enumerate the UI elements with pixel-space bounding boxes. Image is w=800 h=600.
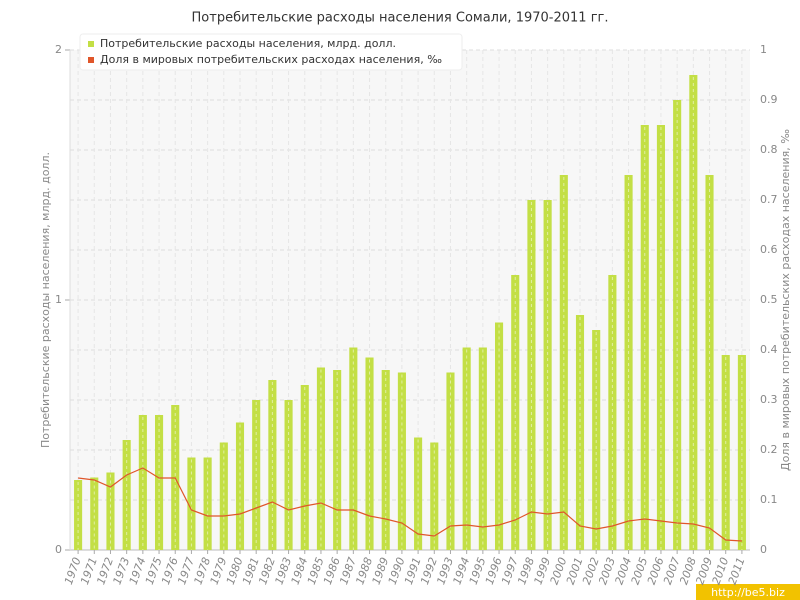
bar (316, 367, 325, 550)
y-tick-label: 1 (55, 293, 62, 306)
y-axis-title: Потребительские расходы населения, млрд.… (39, 152, 52, 448)
legend-swatch (88, 41, 94, 47)
y-tick-label: 2 (55, 43, 62, 56)
y2-tick-label: 0.5 (760, 293, 778, 306)
bar (527, 200, 536, 550)
legend-box (79, 33, 463, 71)
bar (122, 440, 131, 550)
legend-label: Доля в мировых потребительских расходах … (100, 53, 442, 66)
bar (543, 200, 552, 550)
bar (737, 355, 746, 550)
y2-tick-label: 0.8 (760, 143, 778, 156)
bar (430, 442, 439, 550)
bar (381, 370, 390, 550)
bar (333, 370, 342, 550)
bar (624, 175, 633, 550)
bar (721, 355, 730, 550)
bar (705, 175, 714, 550)
y2-tick-label: 0.6 (760, 243, 778, 256)
bar (155, 415, 164, 550)
y2-tick-label: 0.2 (760, 443, 778, 456)
watermark-bg (696, 584, 800, 600)
bar (90, 477, 99, 550)
y2-tick-label: 0.3 (760, 393, 778, 406)
y2-tick-label: 0.4 (760, 343, 778, 356)
legend-label: Потребительские расходы населения, млрд.… (100, 37, 396, 50)
bar (138, 415, 147, 550)
y-tick-label: 0 (55, 543, 62, 556)
y2-tick-label: 1 (760, 43, 767, 56)
bar (511, 275, 520, 550)
chart-title: Потребительские расходы населения Сомали… (192, 11, 609, 26)
watermark: http://be5.biz (711, 586, 785, 599)
bar (478, 347, 487, 550)
y2-tick-label: 0.7 (760, 193, 778, 206)
bar (365, 357, 374, 550)
bar (608, 275, 617, 550)
bar (495, 322, 504, 550)
y2-tick-label: 0.9 (760, 93, 778, 106)
bar (349, 347, 358, 550)
bar (268, 380, 277, 550)
bar (559, 175, 568, 550)
bar (462, 347, 471, 550)
bar (219, 442, 228, 550)
line (78, 467, 742, 542)
y2-tick-label: 0 (760, 543, 767, 556)
legend-swatch (88, 57, 94, 63)
y2-tick-label: 0.1 (760, 493, 778, 506)
y2-axis-title: Доля в мировых потребительских расходах … (779, 129, 792, 471)
